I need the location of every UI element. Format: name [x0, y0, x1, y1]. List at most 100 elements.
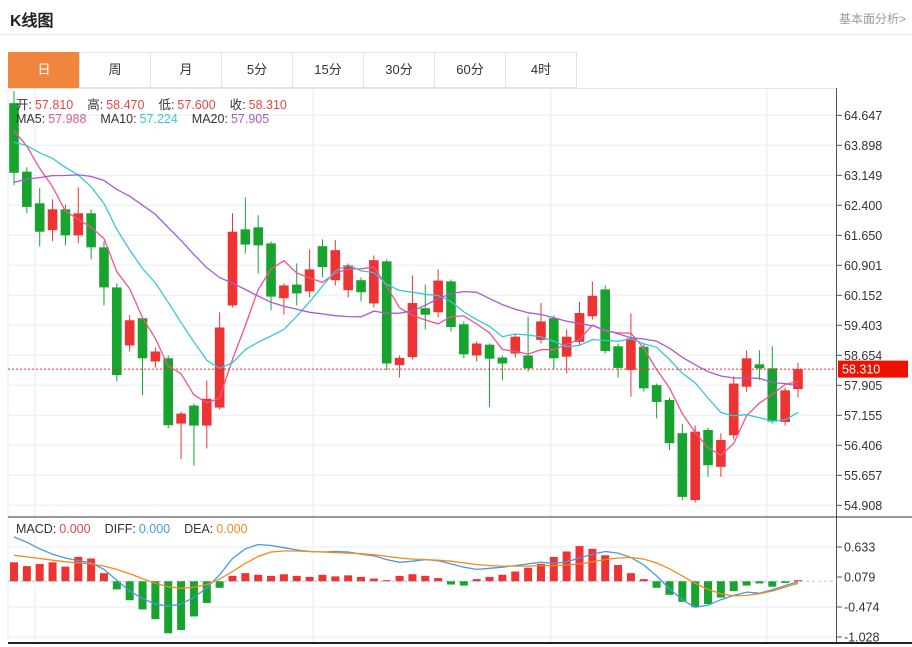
price-axis-label: 60.152	[844, 289, 882, 303]
candle-body	[99, 247, 109, 288]
macd-axis-label: -1.028	[844, 631, 879, 645]
candle-body	[613, 346, 623, 368]
current-price-badge: 58.310	[838, 360, 908, 378]
candle-body	[9, 103, 19, 173]
macd-axis-label: 0.633	[844, 541, 875, 555]
page-title: K线图	[10, 13, 54, 30]
macd-bar	[279, 574, 288, 582]
macd-bar	[305, 576, 314, 582]
open-value: 开: 57.810	[16, 98, 74, 112]
candle-body	[343, 265, 353, 291]
candle-body	[459, 324, 469, 355]
candle-body	[716, 440, 726, 467]
period-tab-3[interactable]: 5分	[221, 52, 293, 88]
candle-body	[638, 346, 649, 389]
macd-layer	[8, 536, 836, 634]
macd-bar	[254, 574, 263, 582]
candle-body	[664, 399, 675, 444]
close-value: 收: 58.310	[229, 98, 287, 112]
macd-bar	[536, 563, 545, 582]
macd-bar	[331, 576, 340, 582]
price-axis-label: 56.406	[844, 439, 882, 453]
candle-body	[381, 261, 392, 364]
candle-body	[484, 344, 495, 359]
price-axis-label: 55.657	[844, 469, 882, 483]
macd-bar	[626, 573, 635, 582]
macd-bar	[408, 574, 417, 582]
candle-body	[189, 405, 199, 426]
price-axis-label: 59.403	[844, 319, 882, 333]
macd-bar	[472, 579, 481, 582]
price-axis-label: 54.908	[844, 499, 882, 513]
macd-bar	[215, 581, 224, 588]
dea-value: DEA: 0.000	[184, 522, 248, 536]
ma5-line	[13, 130, 799, 457]
macd-bar	[344, 575, 353, 582]
macd-bar	[678, 581, 687, 602]
candle-body	[291, 284, 302, 294]
candle-body	[523, 355, 533, 369]
candle-body	[690, 431, 700, 501]
candle-body	[34, 203, 45, 232]
macd-bar	[562, 551, 571, 582]
macd-bar	[99, 573, 108, 582]
period-tab-1[interactable]: 周	[79, 52, 151, 88]
macd-bar	[112, 581, 121, 590]
price-axis-label: 63.898	[844, 139, 882, 153]
period-tab-2[interactable]: 月	[150, 52, 222, 88]
macd-bar	[151, 581, 160, 620]
period-tab-0[interactable]: 日	[8, 52, 80, 88]
macd-bar	[614, 565, 623, 582]
macd-bar	[446, 581, 455, 585]
ohlc-legend: 开: 57.810 高: 58.470 低: 57.600 收: 58.310	[16, 94, 301, 113]
macd-bar	[87, 558, 96, 582]
candle-body	[677, 433, 688, 497]
price-axis-label: 61.650	[844, 229, 882, 243]
macd-bar	[48, 562, 57, 582]
macd-bar	[498, 574, 507, 582]
macd-bar	[318, 574, 327, 582]
period-tab-7[interactable]: 4时	[505, 52, 577, 88]
macd-bar	[639, 579, 648, 582]
macd-bar	[716, 581, 725, 598]
candle-body	[330, 250, 341, 281]
candle-body	[150, 351, 161, 362]
macd-bar	[267, 575, 276, 582]
candle-body	[73, 213, 84, 236]
candle-body	[536, 321, 546, 340]
fundamental-analysis-link[interactable]: 基本面分析>	[838, 12, 906, 26]
macd-bar	[652, 581, 661, 588]
price-axis-label: 60.901	[844, 259, 882, 273]
period-tab-6[interactable]: 60分	[434, 52, 506, 88]
candle-body	[471, 343, 482, 356]
candle-body	[60, 209, 71, 236]
candle-body	[279, 285, 289, 299]
macd-axis-label: 0.079	[844, 571, 875, 585]
macd-bar	[511, 571, 520, 582]
period-tab-5[interactable]: 30分	[363, 52, 435, 88]
macd-bar	[61, 566, 70, 582]
macd-bar	[202, 581, 211, 603]
period-tab-4[interactable]: 15分	[292, 52, 364, 88]
macd-bar	[228, 575, 237, 582]
candle-body	[214, 327, 225, 408]
price-axis-label: 64.647	[844, 109, 882, 123]
candle-body	[304, 269, 315, 292]
macd-bar	[292, 575, 301, 582]
candle-body	[754, 364, 765, 369]
candle-body	[433, 280, 443, 313]
low-value: 低: 57.600	[158, 98, 216, 112]
candle-body	[124, 320, 135, 346]
macd-bar	[755, 581, 764, 584]
macd-bar	[74, 556, 83, 582]
high-value: 高: 58.470	[87, 98, 145, 112]
kline-chart: 64.647 63.898 63.149 62.400 61.650 60.901 60.1…	[7, 88, 912, 645]
macd-legend: MACD: 0.000 DIFF: 0.000 DEA: 0.000	[16, 522, 262, 536]
macd-bar	[177, 581, 186, 631]
candle-body	[176, 413, 186, 424]
price-axis-label: 57.905	[844, 379, 882, 393]
macd-bar	[241, 573, 250, 582]
macd-bar	[485, 576, 494, 582]
candle-body	[240, 229, 251, 245]
price-axis-label: 62.400	[844, 199, 882, 213]
